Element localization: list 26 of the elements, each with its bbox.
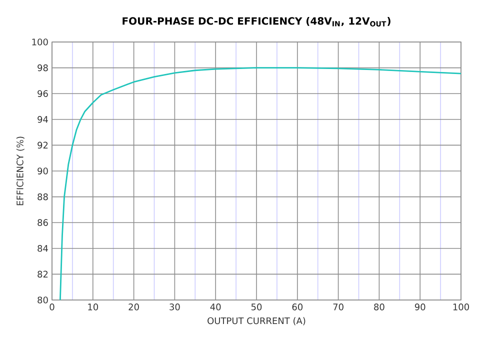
y-tick-label: 82 — [38, 270, 48, 278]
x-tick-label: 100 — [453, 304, 469, 310]
x-tick-label: 60 — [292, 304, 303, 310]
y-tick-label: 84 — [38, 244, 48, 252]
x-tick-label: 30 — [170, 304, 180, 310]
x-tick-label: 10 — [88, 304, 98, 310]
x-axis-title: OUTPUT CURRENT (A) — [208, 317, 306, 326]
y-tick-label: 80 — [38, 296, 48, 304]
line-series — [59, 67, 461, 300]
y-tick-label: 96 — [38, 90, 48, 97]
x-tick-label: 50 — [251, 304, 262, 310]
y-tick-label: 94 — [38, 116, 48, 123]
y-axis-title: EFFICIENCY (%) — [16, 136, 24, 206]
x-tick-label: 80 — [374, 304, 384, 310]
y-tick-label: 90 — [38, 168, 48, 174]
x-tick-label: 70 — [333, 304, 344, 310]
x-tick-label: 40 — [210, 304, 221, 310]
y-tick-label: 98 — [38, 64, 48, 72]
chart-title: FOUR-PHASE DC-DC EFFICIENCY (48V$_{IN}$, 12V$_{OUT}$) — [122, 17, 390, 26]
y-tick-label: 92 — [38, 142, 48, 149]
x-tick-label: 90 — [414, 304, 426, 310]
x-tick-label: 0 — [50, 304, 54, 310]
x-tick-label: 20 — [128, 304, 139, 310]
y-tick-label: 88 — [38, 193, 48, 200]
y-tick-label: 86 — [38, 219, 48, 226]
y-tick-label: 100 — [32, 38, 48, 46]
